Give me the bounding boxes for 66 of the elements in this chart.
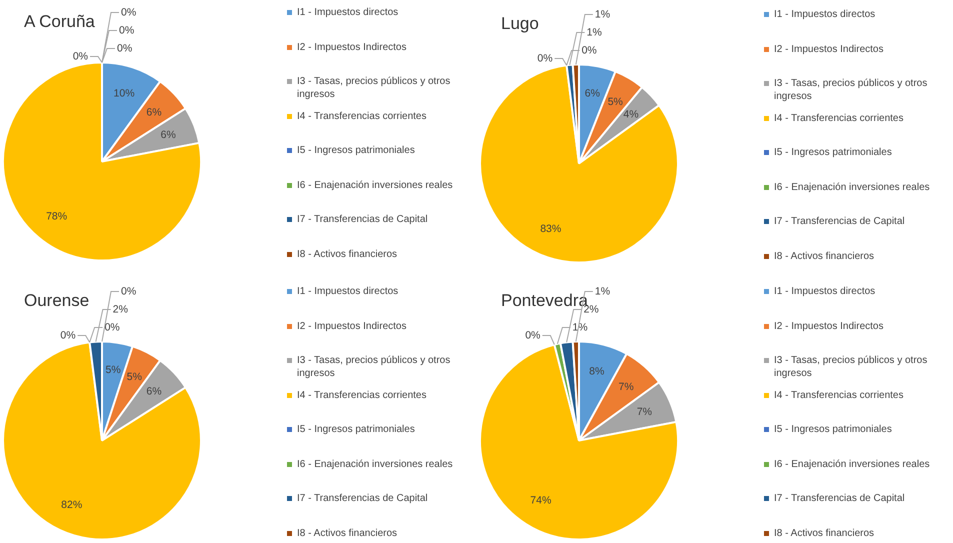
legend-label: I2 - Impuestos Indirectos bbox=[296, 40, 408, 54]
legend-label: I7 - Transferencias de Capital bbox=[773, 215, 906, 229]
data-label: 5% bbox=[126, 370, 142, 383]
data-label: 7% bbox=[618, 380, 634, 393]
data-label: 83% bbox=[540, 222, 562, 235]
text: 0% bbox=[117, 42, 132, 54]
legend-label: I7 - Transferencias de Capital bbox=[773, 492, 906, 506]
legend-label: I6 - Enajenación inversiones reales bbox=[296, 458, 454, 472]
legend-label: I1 - Impuestos directos bbox=[296, 6, 400, 20]
data-label: 10% bbox=[114, 88, 135, 100]
text: 0% bbox=[537, 52, 553, 64]
text: 0% bbox=[582, 44, 597, 56]
legend-label: I2 - Impuestos Indirectos bbox=[773, 42, 884, 56]
data-label: 1% bbox=[572, 321, 588, 334]
data-label: 2% bbox=[112, 303, 128, 316]
legend-label: I6 - Enajenación inversiones reales bbox=[773, 458, 931, 472]
legend-label: I7 - Transferencias de Capital bbox=[296, 213, 429, 227]
data-label: 6% bbox=[584, 87, 600, 100]
legend-label: I1 - Impuestos directos bbox=[773, 8, 876, 22]
legend-label: I5 - Ingresos patrimoniales bbox=[296, 144, 416, 158]
chart-title: Lugo bbox=[501, 14, 539, 34]
chart-title: Ourense bbox=[24, 291, 90, 311]
text: 0% bbox=[525, 329, 540, 342]
legend-label: I3 - Tasas, precios públicos y otros ingresos bbox=[296, 75, 452, 102]
legend-label: I1 - Impuestos directos bbox=[773, 285, 876, 299]
legend-label: I5 - Ingresos patrimoniales bbox=[296, 423, 416, 437]
data-label: 1% bbox=[586, 26, 602, 38]
legend-label: I7 - Transferencias de Capital bbox=[296, 492, 429, 506]
legend-label: I4 - Transferencias corrientes bbox=[773, 112, 904, 126]
data-label: 78% bbox=[46, 210, 68, 222]
legend-label: I3 - Tasas, precios públicos y otros ingresos bbox=[296, 354, 452, 381]
data-label: 5% bbox=[608, 96, 623, 108]
legend-label: I8 - Activos financieros bbox=[296, 526, 398, 540]
legend-label: I3 - Tasas, precios públicos y otros ingresos bbox=[773, 77, 928, 104]
text: 0% bbox=[121, 285, 136, 298]
text: 0% bbox=[121, 6, 136, 18]
data-label: 82% bbox=[61, 498, 82, 511]
legend-label: I2 - Impuestos Indirectos bbox=[773, 320, 884, 334]
data-label: 8% bbox=[589, 365, 604, 378]
data-label: 6% bbox=[146, 106, 162, 119]
data-label: 74% bbox=[530, 494, 552, 507]
text: 0% bbox=[104, 321, 120, 334]
data-label: 6% bbox=[146, 386, 162, 398]
legend-label: I6 - Enajenación inversiones reales bbox=[296, 178, 454, 192]
legend-label: I4 - Transferencias corrientes bbox=[296, 388, 428, 402]
data-label: 1% bbox=[594, 285, 610, 298]
legend-label: I6 - Enajenación inversiones reales bbox=[773, 180, 931, 194]
legend-label: I2 - Impuestos Indirectos bbox=[296, 320, 408, 334]
text: 0% bbox=[72, 50, 88, 62]
legend-label: I4 - Transferencias corrientes bbox=[773, 388, 904, 402]
chart-title: A Coruña bbox=[24, 12, 95, 32]
data-label: 5% bbox=[106, 364, 121, 376]
legend-label: I1 - Impuestos directos bbox=[296, 285, 400, 299]
data-label: 4% bbox=[623, 108, 639, 121]
legend-label: I3 - Tasas, precios públicos y otros ingresos bbox=[773, 354, 928, 381]
legend-label: I4 - Transferencias corrientes bbox=[296, 110, 428, 124]
legend-label: I8 - Activos financieros bbox=[773, 250, 876, 264]
legend-label: I5 - Ingresos patrimoniales bbox=[773, 423, 893, 437]
data-label: 7% bbox=[636, 406, 652, 418]
data-label: 1% bbox=[594, 8, 610, 20]
text: 0% bbox=[60, 329, 76, 342]
legend-label: I8 - Activos financieros bbox=[296, 248, 398, 262]
legend-label: I8 - Activos financieros bbox=[773, 526, 876, 540]
data-label: 6% bbox=[160, 129, 176, 142]
text: 0% bbox=[119, 24, 134, 36]
legend-label: I5 - Ingresos patrimoniales bbox=[773, 146, 893, 160]
